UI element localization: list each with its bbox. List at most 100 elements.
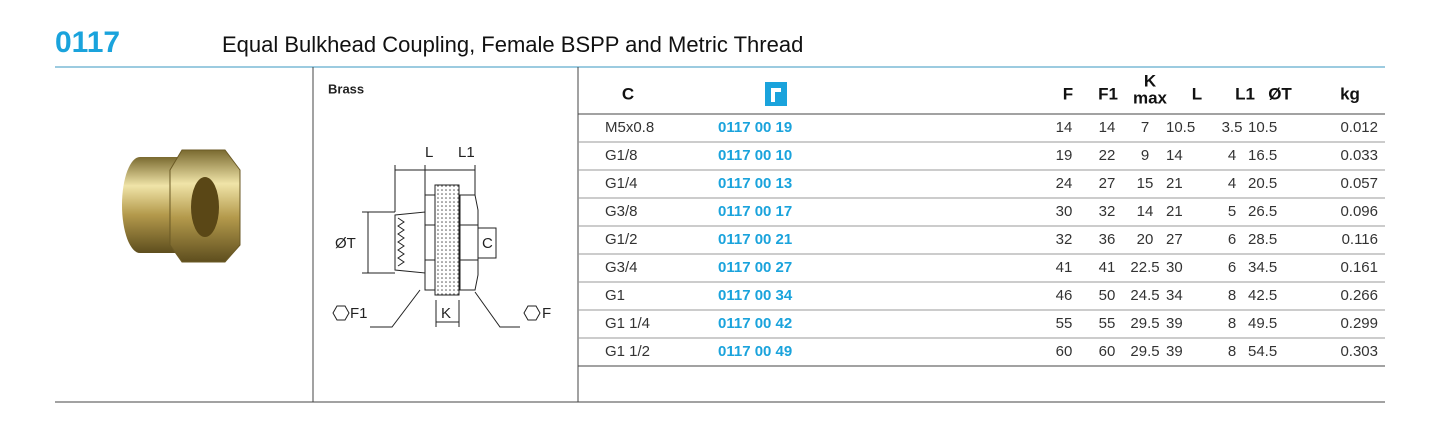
table-cell: 22.5 (1130, 259, 1159, 276)
table-cell: 34 (1166, 287, 1183, 304)
article-number: 0117 00 17 (718, 203, 792, 220)
table-cell: 0.303 (1340, 343, 1378, 360)
table-cell: 30 (1166, 259, 1183, 276)
col-header: max (1133, 88, 1168, 107)
table-cell: G1 1/2 (605, 343, 650, 360)
table-cell: 39 (1166, 343, 1183, 360)
article-number: 0117 00 34 (718, 287, 793, 304)
table-cell: 22 (1099, 147, 1116, 164)
table-cell: 6 (1228, 259, 1236, 276)
table-cell: 26.5 (1248, 203, 1277, 220)
table-cell: 46 (1056, 287, 1073, 304)
product-code: 0117 (55, 26, 120, 59)
article-number: 0117 00 27 (718, 259, 792, 276)
table-cell: 14 (1056, 119, 1073, 136)
table-cell: 19 (1056, 147, 1073, 164)
table-cell: 14 (1099, 119, 1116, 136)
table-cell: G1 1/4 (605, 315, 650, 332)
table-cell: 15 (1137, 175, 1154, 192)
table-cell: 54.5 (1248, 343, 1277, 360)
table-cell: 0.116 (1342, 231, 1378, 248)
dim-label: ØT (335, 235, 356, 252)
table-cell: 20 (1137, 231, 1154, 248)
table-cell: 55 (1056, 315, 1073, 332)
col-header: F1 (1098, 84, 1118, 103)
table-cell: 24 (1056, 175, 1073, 192)
article-number: 0117 00 10 (718, 147, 792, 164)
table-cell: 21 (1166, 175, 1183, 192)
table-cell: G3/8 (605, 203, 638, 220)
table-cell: G1/2 (605, 231, 638, 248)
table-cell: 29.5 (1130, 315, 1159, 332)
table-cell: 32 (1056, 231, 1073, 248)
table-cell: 0.012 (1340, 119, 1378, 136)
table-cell: 5 (1228, 203, 1236, 220)
col-header: K (1144, 71, 1157, 90)
table-cell: 32 (1099, 203, 1116, 220)
table-cell: G3/4 (605, 259, 638, 276)
table-cell: 55 (1099, 315, 1116, 332)
col-header: L (1192, 84, 1202, 103)
table-cell: 8 (1228, 343, 1236, 360)
article-number: 0117 00 42 (718, 315, 792, 332)
dim-label: K (441, 305, 451, 322)
table-cell: 39 (1166, 315, 1183, 332)
table-cell: 50 (1099, 287, 1116, 304)
table-cell: G1/4 (605, 175, 638, 192)
table-cell: 3.5 (1222, 119, 1243, 136)
table-cell: G1/8 (605, 147, 638, 164)
table-cell: 9 (1141, 147, 1149, 164)
col-header: C (622, 84, 634, 103)
table-cell: M5x0.8 (605, 119, 654, 136)
table-cell: 7 (1141, 119, 1149, 136)
table-cell: 28.5 (1248, 231, 1277, 248)
table-cell: 0.033 (1340, 147, 1378, 164)
table-cell: 41 (1056, 259, 1073, 276)
table-cell: 30 (1056, 203, 1073, 220)
table-cell: 24.5 (1130, 287, 1159, 304)
col-header: ØT (1268, 84, 1292, 103)
product-photo (122, 149, 241, 263)
table-cell: 14 (1166, 147, 1183, 164)
table-cell: 0.266 (1340, 287, 1378, 304)
table-cell: 0.096 (1340, 203, 1378, 220)
table-cell: 27 (1166, 231, 1183, 248)
dim-label: L1 (458, 144, 475, 161)
table-cell: 0.161 (1340, 259, 1378, 276)
article-number: 0117 00 49 (718, 343, 792, 360)
table-cell: 27 (1099, 175, 1116, 192)
article-number: 0117 00 13 (718, 175, 792, 192)
table-cell: 34.5 (1248, 259, 1277, 276)
table-cell: 0.057 (1340, 175, 1378, 192)
material: Brass (328, 81, 364, 96)
table-cell: 4 (1228, 175, 1236, 192)
table-cell: 16.5 (1248, 147, 1277, 164)
col-header: L1 (1235, 84, 1255, 103)
table-cell: 14 (1137, 203, 1154, 220)
table-cell: 21 (1166, 203, 1183, 220)
table-cell: G1 (605, 287, 625, 304)
table-cell: 8 (1228, 315, 1236, 332)
table-cell: 29.5 (1130, 343, 1159, 360)
product-title: Equal Bulkhead Coupling, Female BSPP and… (222, 32, 803, 57)
table-cell: 8 (1228, 287, 1236, 304)
table-cell: 60 (1099, 343, 1116, 360)
table-cell: 0.299 (1340, 315, 1378, 332)
table-cell: 49.5 (1248, 315, 1277, 332)
table-cell: 42.5 (1248, 287, 1277, 304)
drawing: L L1 ØT C F1 K F (332, 144, 551, 328)
table-cell: 10.5 (1248, 119, 1277, 136)
table-cell: 41 (1099, 259, 1116, 276)
table-cell: 6 (1228, 231, 1236, 248)
dim-label: F (542, 305, 551, 322)
article-number: 0117 00 21 (718, 231, 792, 248)
table-cell: 10.5 (1166, 119, 1195, 136)
table-cell: 60 (1056, 343, 1073, 360)
dim-label: C (482, 235, 493, 252)
table-cell: 20.5 (1248, 175, 1277, 192)
dim-label: F1 (350, 305, 368, 322)
table-cell: 4 (1228, 147, 1236, 164)
dim-label: L (425, 144, 433, 161)
article-number: 0117 00 19 (718, 119, 792, 136)
